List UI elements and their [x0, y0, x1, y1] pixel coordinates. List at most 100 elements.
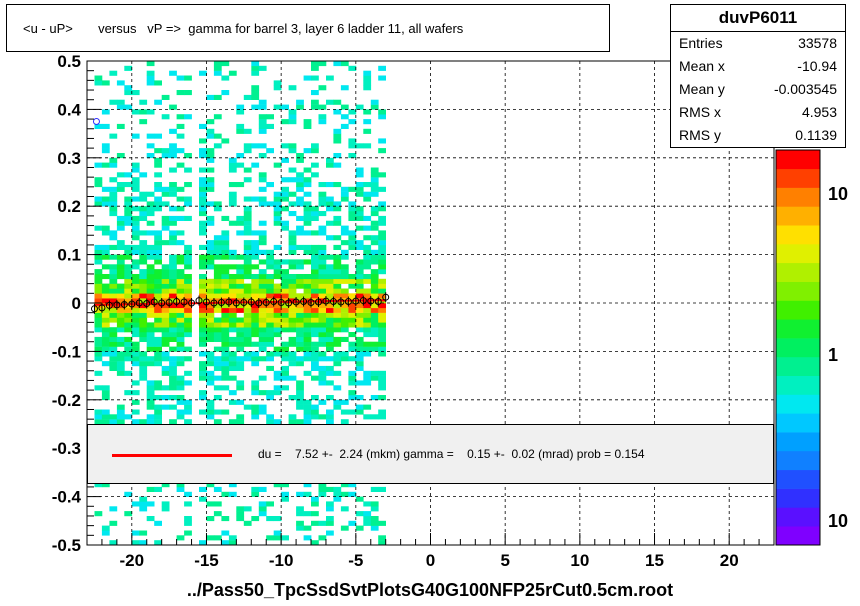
heat-cell [94, 288, 103, 294]
heat-cell [146, 269, 155, 275]
profile-point [262, 299, 270, 307]
heat-cell [94, 182, 103, 188]
heat-cell [139, 259, 148, 265]
heat-cell [243, 404, 252, 410]
heat-cell [243, 240, 252, 246]
heat-cell [101, 385, 110, 391]
heat-cell [124, 351, 133, 357]
heat-cell [266, 278, 274, 284]
profile-point [255, 299, 263, 307]
heat-cell [311, 230, 319, 236]
heat-cell [101, 482, 110, 488]
heat-cell [243, 520, 252, 526]
heat-cell [370, 269, 379, 275]
heat-cell [116, 361, 125, 367]
x-tick-label: 20 [720, 551, 739, 570]
profile-point [150, 298, 158, 306]
heat-cell [101, 419, 110, 425]
heat-cell [176, 312, 185, 318]
profile-point [270, 298, 278, 306]
heat-cell [176, 336, 185, 342]
heat-cell [378, 312, 386, 318]
heat-cell [213, 303, 222, 309]
profile-point [314, 298, 322, 306]
profile-point [173, 298, 181, 306]
heat-cell [288, 167, 297, 173]
heat-cell [296, 177, 304, 183]
heat-cell [109, 351, 118, 357]
heat-cell [243, 230, 252, 236]
heat-cell [281, 298, 289, 304]
heat-cell [288, 177, 297, 183]
heat-cell [296, 307, 304, 313]
heat-cell [333, 288, 342, 294]
heat-cell [154, 361, 162, 367]
heat-cell [176, 278, 185, 284]
heat-cell [169, 182, 177, 188]
heat-cell [116, 409, 125, 415]
heat-cell [288, 283, 297, 289]
heat-cell [109, 244, 118, 250]
heat-cell [281, 191, 289, 197]
heat-cell [184, 201, 192, 207]
heat-cell [333, 303, 342, 309]
heat-cell [378, 395, 386, 401]
heat-cell [206, 201, 215, 207]
heat-cell [206, 182, 215, 188]
heat-cell [303, 370, 312, 376]
heat-cell [213, 511, 222, 517]
heat-cell [303, 259, 312, 265]
heat-cell [333, 244, 342, 250]
heat-cell [363, 516, 372, 522]
heat-cell [243, 356, 252, 362]
heat-cell [258, 240, 267, 246]
heat-cell [228, 283, 237, 289]
heat-cell [355, 380, 364, 386]
heat-cell [161, 274, 170, 280]
heat-cell [228, 375, 237, 381]
heat-cell [228, 288, 237, 294]
heat-cell [101, 249, 110, 255]
heat-cell [206, 404, 215, 410]
heat-cell [116, 327, 125, 333]
heat-cell [131, 133, 140, 139]
heat-cell [370, 317, 379, 323]
heat-cell [199, 196, 207, 202]
heat-cell [169, 293, 177, 299]
heat-cell [311, 307, 319, 313]
heat-cell [199, 496, 207, 502]
heat-cell [311, 162, 319, 168]
heat-cell [266, 148, 274, 154]
heat-cell [311, 172, 319, 178]
heat-cell [333, 336, 342, 342]
heat-cell [378, 293, 386, 299]
heat-cell [273, 269, 282, 275]
heat-cell [146, 220, 155, 226]
heat-cell [206, 332, 215, 338]
heat-cell [288, 375, 297, 381]
heat-cell [318, 254, 327, 260]
heat-cell [169, 274, 177, 280]
heat-cell [221, 530, 230, 536]
heat-cell [199, 303, 207, 309]
heat-cell [124, 65, 133, 71]
heat-cell [348, 375, 357, 381]
heat-cell [355, 525, 364, 531]
heat-cell [94, 244, 103, 250]
heat-cell [326, 327, 334, 333]
heat-cell [213, 201, 222, 207]
heat-cell [131, 235, 140, 241]
heat-cell [154, 293, 162, 299]
heat-cell [176, 148, 185, 154]
heat-cell [131, 167, 140, 173]
heat-cell [251, 288, 260, 294]
heat-cell [355, 172, 364, 178]
heat-cell [243, 264, 252, 270]
heat-cell [221, 264, 230, 270]
heat-cell [169, 385, 177, 391]
heat-cell [124, 341, 133, 347]
heat-cell [251, 361, 260, 367]
heat-cell [288, 317, 297, 323]
heat-cell [288, 148, 297, 154]
heat-cell [184, 298, 192, 304]
